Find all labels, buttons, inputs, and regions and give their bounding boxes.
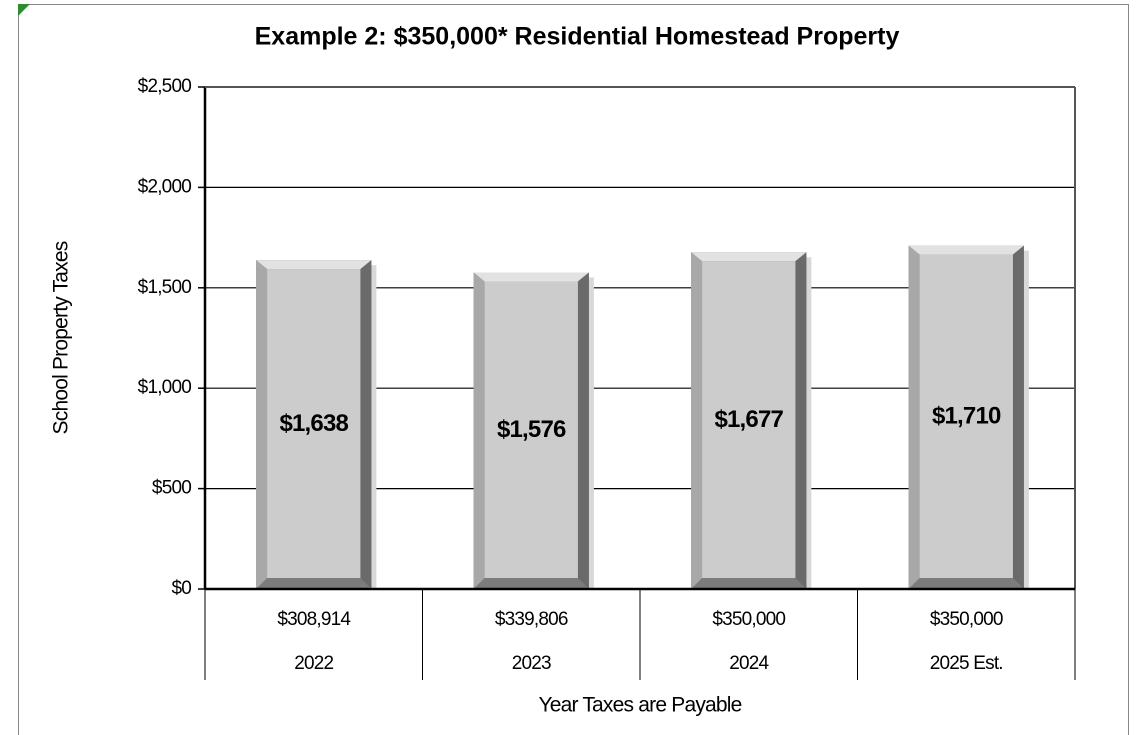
corner-marker: [18, 4, 30, 16]
value-label: $1,576: [497, 416, 566, 443]
y-tick-label: $2,000: [138, 176, 192, 197]
bar-bevel: [473, 272, 485, 589]
y-tick-label: $0: [171, 578, 191, 599]
x-tick-label: $308,914: [277, 609, 351, 630]
x-tick-label: 2024: [729, 653, 769, 674]
bar-face: [484, 281, 578, 578]
bar-face: [267, 269, 361, 578]
x-axis-title: Year Taxes are Payable: [538, 694, 741, 717]
chart-title: Example 2: $350,000* Residential Homeste…: [255, 23, 900, 51]
bar-bevel: [473, 578, 589, 589]
bar-face: [702, 261, 796, 578]
y-tick-label: $1,000: [138, 377, 192, 398]
bar-bevel: [691, 578, 807, 589]
y-tick-label: $1,500: [138, 277, 192, 298]
x-tick-label: $350,000: [712, 609, 785, 630]
bar-bevel: [691, 252, 703, 589]
y-tick-label: $2,500: [138, 76, 192, 97]
x-tick-label: $350,000: [930, 609, 1003, 630]
bar-bevel: [256, 260, 268, 589]
bar-bevel: [1012, 245, 1024, 589]
bar-bevel: [360, 260, 372, 589]
x-tick-label: 2025 Est.: [930, 653, 1003, 674]
bar-face: [919, 254, 1013, 578]
value-label: $1,710: [932, 403, 1001, 430]
bar-bevel: [256, 578, 372, 589]
y-tick-label: $500: [152, 478, 191, 499]
bar-bevel: [256, 260, 372, 270]
x-tick-label: $339,806: [495, 609, 568, 630]
value-label: $1,677: [714, 406, 783, 433]
value-label: $1,638: [279, 410, 348, 437]
bar-bevel: [473, 272, 589, 282]
bar-bevel: [577, 272, 589, 589]
x-tick-label: 2023: [512, 653, 551, 674]
bar-bevel: [908, 245, 1024, 255]
y-axis-title: School Property Taxes: [50, 241, 73, 434]
bar-bevel: [908, 578, 1024, 589]
bar-bevel: [691, 252, 807, 262]
x-tick-label: 2022: [294, 653, 333, 674]
bar-bevel: [795, 252, 807, 589]
bar-bevel: [908, 245, 920, 589]
